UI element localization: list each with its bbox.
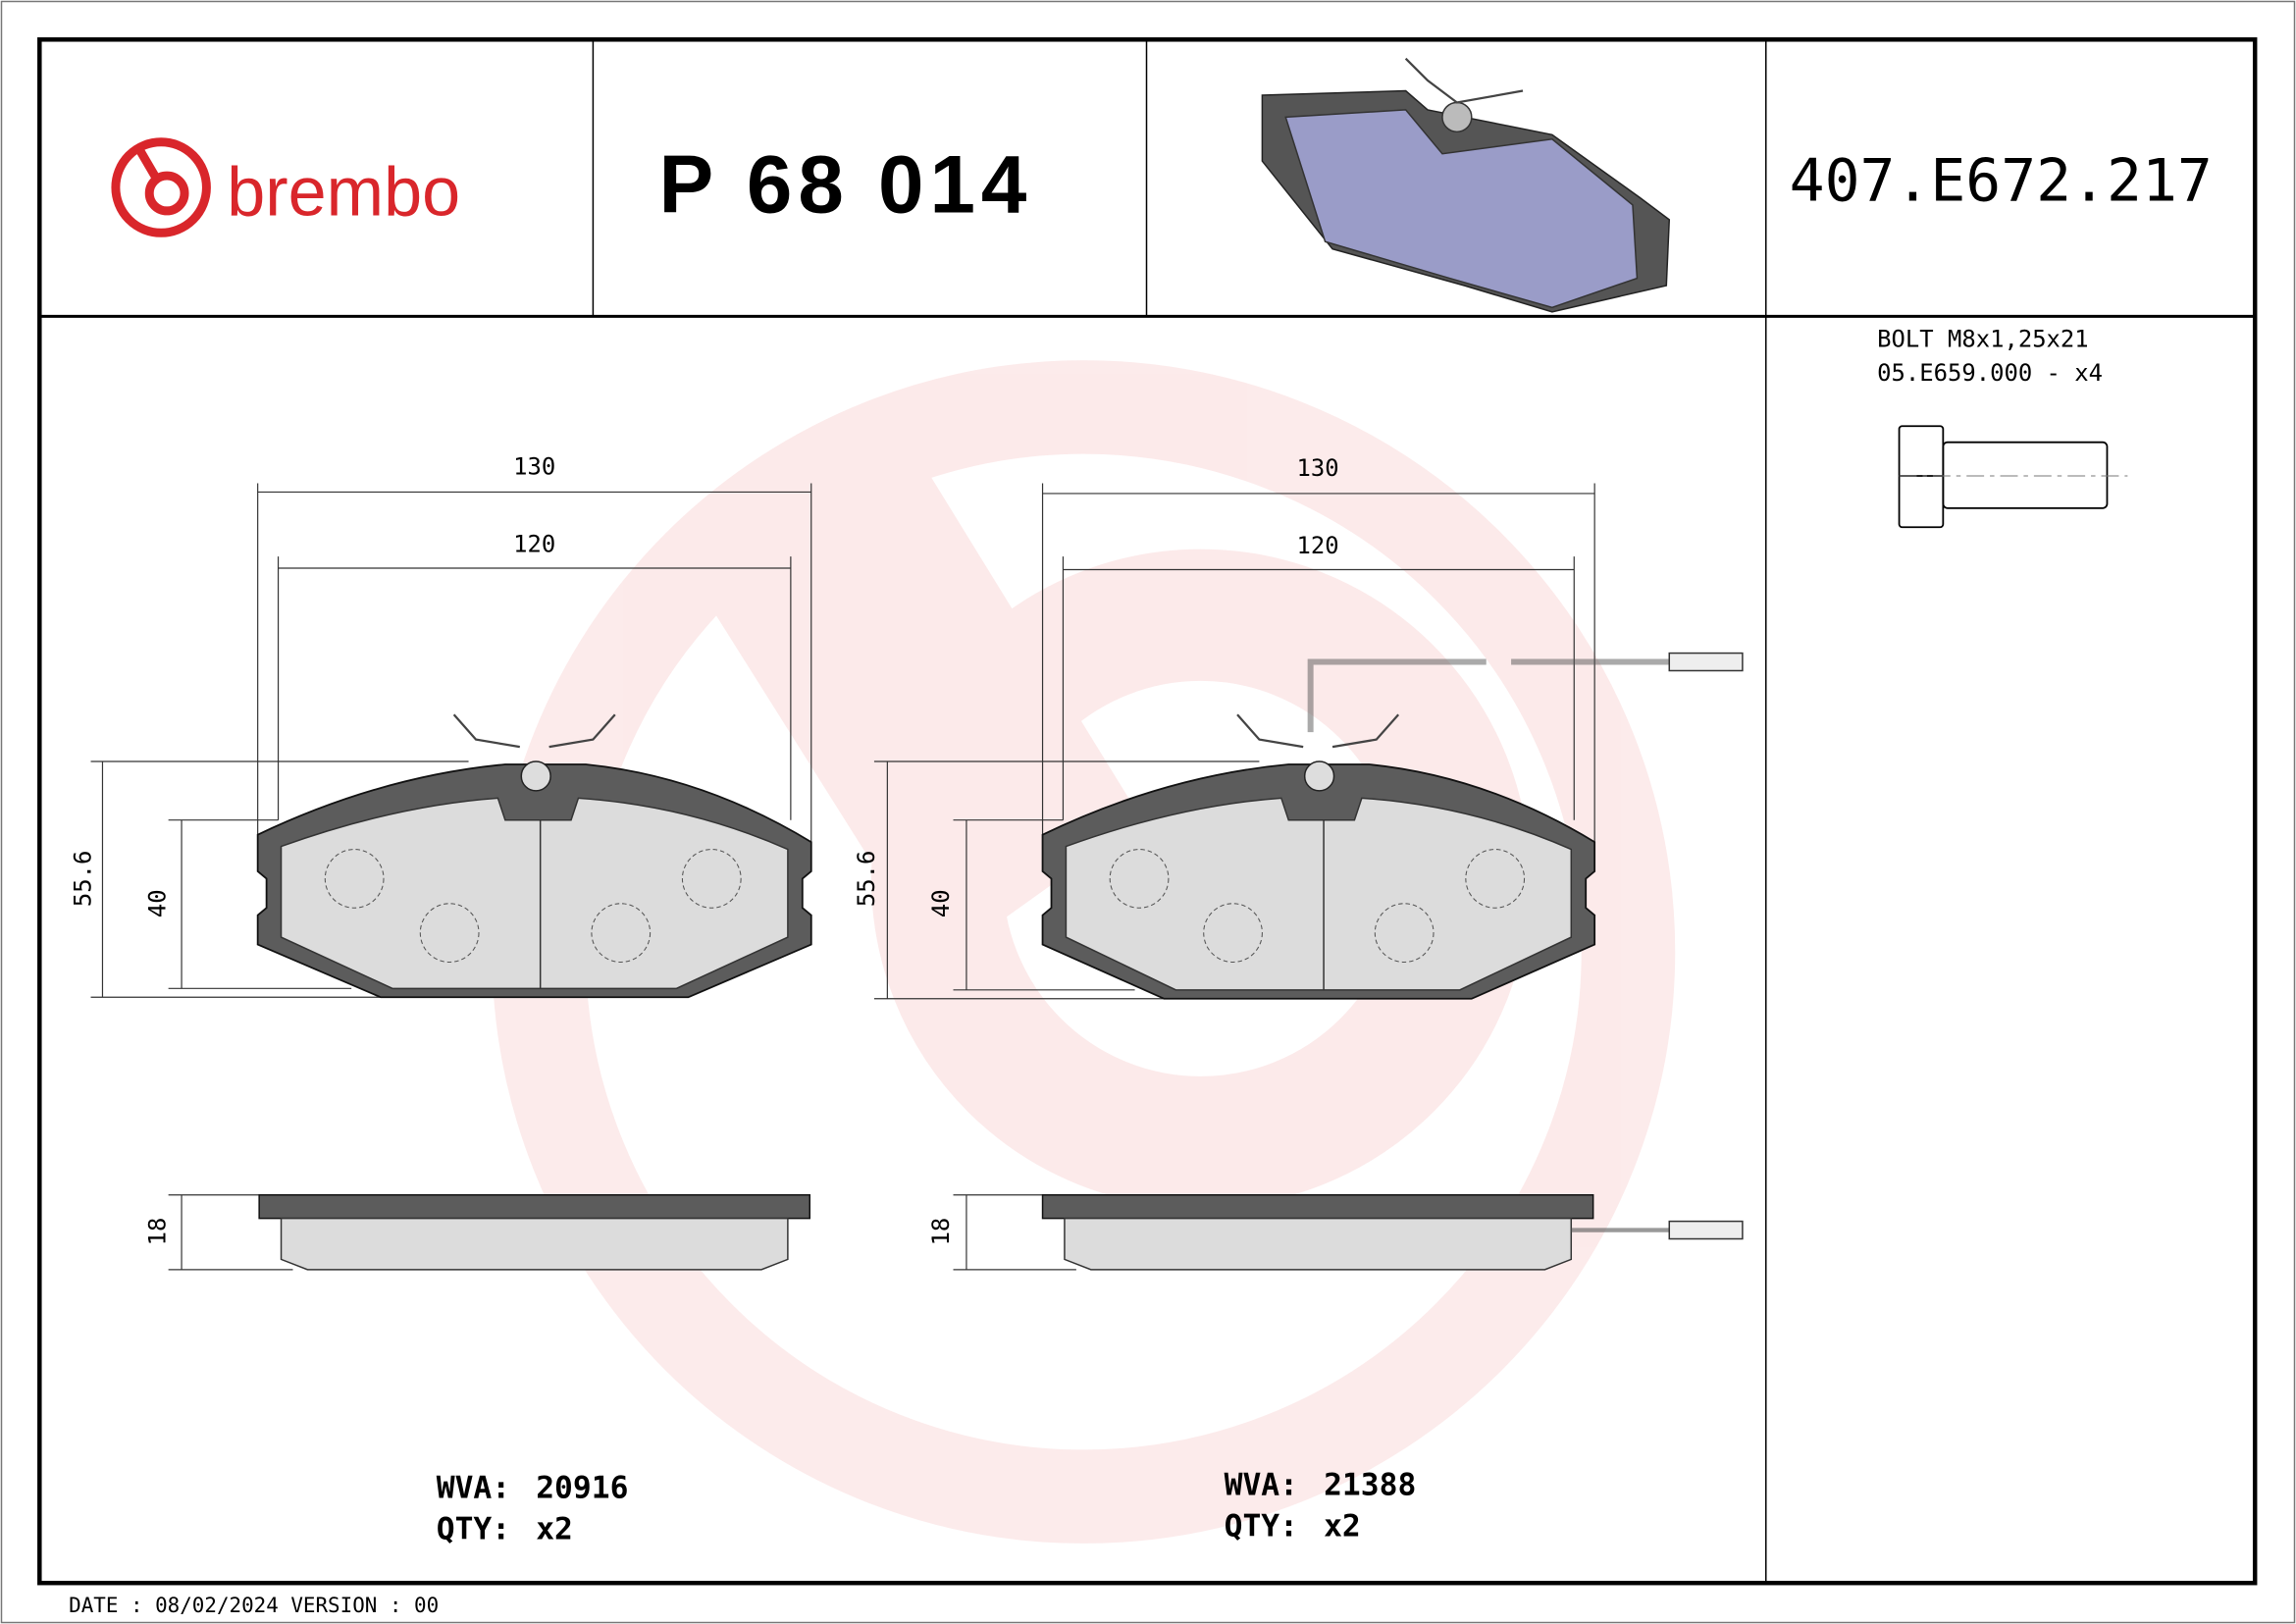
wear-sensor-connector [1668, 652, 1744, 672]
qty-value: x2 [1324, 1508, 1361, 1544]
pad-drawing-2: 130 120 55.6 40 18 WVA: 21388 QTY: x2 [853, 454, 1744, 1544]
dim-width-inner: 120 [1297, 532, 1339, 559]
reference-code: 407.E672.217 [1790, 147, 2213, 215]
wva-label: WVA: [1225, 1468, 1298, 1503]
dim-width-outer: 130 [1297, 454, 1339, 482]
dim-thickness: 18 [927, 1218, 955, 1246]
dim-height-outer: 55.6 [70, 851, 97, 907]
dim-thickness: 18 [144, 1218, 172, 1246]
accessory-line2: 05.E659.000 - x4 [1877, 359, 2103, 387]
qty-value: x2 [536, 1511, 573, 1546]
pad-drawing-1: 130 120 55.6 40 18 WVA: 20916 QTY: x2 [70, 453, 812, 1546]
accessory-line1: BOLT M8x1,25x21 [1877, 326, 2088, 353]
dim-height-inner: 40 [927, 889, 955, 917]
dim-height-inner: 40 [144, 889, 172, 917]
bolt-drawing [1898, 425, 2128, 529]
dim-height-outer: 55.6 [853, 851, 880, 907]
dim-width-inner: 120 [513, 531, 555, 558]
wva-label: WVA: [437, 1471, 510, 1506]
brake-pad-render [1261, 57, 1671, 313]
qty-label: QTY: [1225, 1508, 1298, 1544]
brand-name: brembo [227, 153, 460, 230]
part-number: P 68 014 [659, 137, 1033, 230]
brembo-logo: brembo [111, 137, 460, 237]
date-version: DATE : 08/02/2024 VERSION : 00 [69, 1594, 439, 1617]
wva-number: 20916 [536, 1471, 628, 1506]
wva-number: 21388 [1324, 1468, 1416, 1503]
dim-width-outer: 130 [513, 453, 555, 481]
qty-label: QTY: [437, 1511, 510, 1546]
